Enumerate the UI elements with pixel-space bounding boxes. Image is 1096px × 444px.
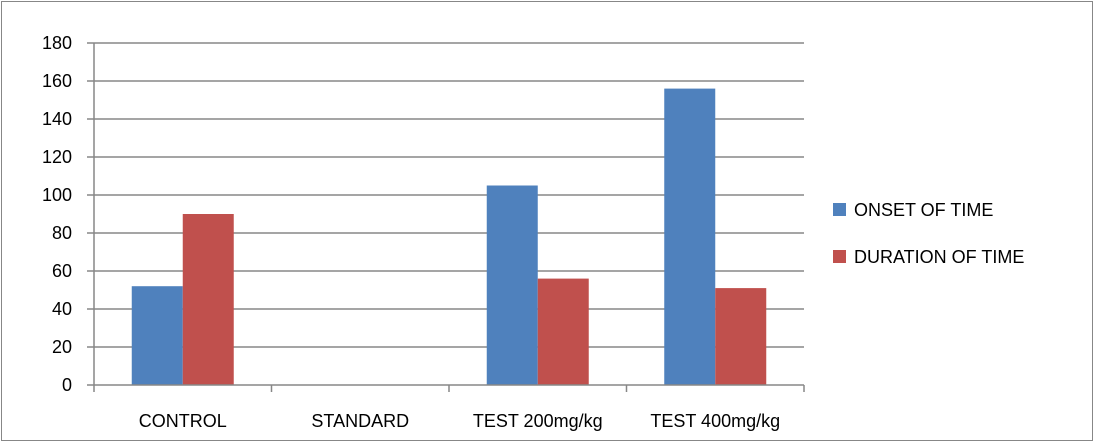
y-tick-label: 140 xyxy=(42,109,72,129)
x-tick-label: CONTROL xyxy=(139,411,227,431)
y-tick-label: 180 xyxy=(42,33,72,53)
legend-swatch xyxy=(833,250,846,263)
axes: 0 20 40 60 80 100 120 140 160 180 CONTROL STANDARD T… xyxy=(42,33,805,431)
bar-duration xyxy=(182,214,234,385)
y-tick-label: 80 xyxy=(52,223,72,243)
y-tick-label: 100 xyxy=(42,185,72,205)
y-tick-label: 160 xyxy=(42,71,72,91)
bar-onset xyxy=(486,185,538,385)
x-tick-label: STANDARD xyxy=(311,411,409,431)
bar-onset xyxy=(664,88,716,385)
y-tick-label: 120 xyxy=(42,147,72,167)
legend-swatch xyxy=(833,203,846,216)
bar-duration xyxy=(715,288,767,385)
bar-duration xyxy=(537,278,589,385)
x-tick-label: TEST 200mg/kg xyxy=(473,411,603,431)
x-tick-label: TEST 400mg/kg xyxy=(650,411,780,431)
y-tick-label: 0 xyxy=(62,375,72,395)
bars xyxy=(131,88,767,385)
y-tick-label: 60 xyxy=(52,261,72,281)
legend-label: ONSET OF TIME xyxy=(854,200,993,220)
legend: ONSET OF TIME DURATION OF TIME xyxy=(833,200,1024,267)
bar-onset xyxy=(131,286,183,385)
y-tick-label: 40 xyxy=(52,299,72,319)
y-tick-label: 20 xyxy=(52,337,72,357)
legend-label: DURATION OF TIME xyxy=(854,247,1024,267)
